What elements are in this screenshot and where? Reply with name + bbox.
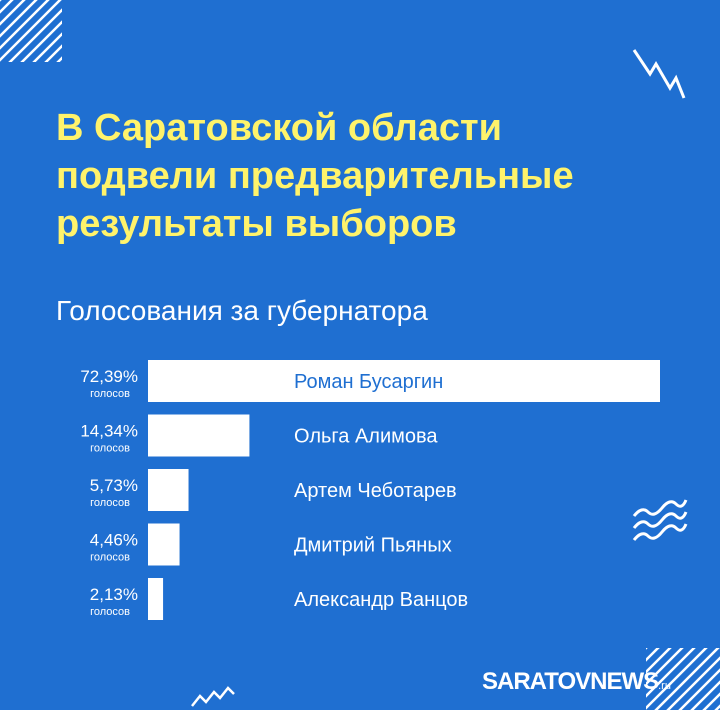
- hatch-corner-bottom-right-icon: [646, 648, 720, 710]
- headline: В Саратовской области подвели предварите…: [56, 104, 696, 248]
- value-label-5: 2,13%: [90, 585, 138, 604]
- wave-lines-icon: [632, 499, 688, 541]
- brand-name: SARATOVNEWS: [482, 668, 659, 695]
- unit-label-5: голосов: [90, 606, 130, 618]
- brand-suffix: .ru: [658, 680, 671, 692]
- brand-logo: SARATOVNEWS.ru: [482, 668, 671, 696]
- headline-line-1: В Саратовской области: [56, 107, 503, 149]
- bar-5: [148, 578, 164, 620]
- category-label-4: Дмитрий Пьяных: [294, 535, 452, 557]
- unit-label-3: голосов: [90, 497, 130, 509]
- category-label-2: Ольга Алимова: [294, 426, 438, 448]
- category-label-5: Александр Ванцов: [294, 589, 468, 611]
- unit-label-1: голосов: [90, 388, 130, 400]
- value-label-4: 4,46%: [90, 531, 138, 550]
- zigzag-lightning-icon: [632, 49, 686, 99]
- category-label-3: Артем Чеботарев: [294, 480, 457, 502]
- value-label-1: 72,39%: [80, 367, 138, 386]
- category-label-1: Роман Бусаргин: [294, 371, 443, 393]
- chart-title: Голосования за губернатора: [56, 295, 428, 326]
- zigzag-small-icon: [191, 686, 235, 707]
- headline-line-2: подвели предварительные: [56, 155, 574, 197]
- unit-label-2: голосов: [90, 443, 130, 455]
- value-label-3: 5,73%: [90, 476, 138, 495]
- hatch-corner-top-left-icon: [0, 0, 62, 62]
- headline-line-3: результаты выборов: [56, 203, 457, 245]
- value-label-2: 14,34%: [80, 422, 138, 441]
- bar-1: [148, 360, 660, 402]
- bar-2: [148, 414, 250, 457]
- bar-4: [148, 523, 180, 566]
- bar-3: [148, 469, 189, 511]
- unit-label-4: голосов: [90, 552, 130, 564]
